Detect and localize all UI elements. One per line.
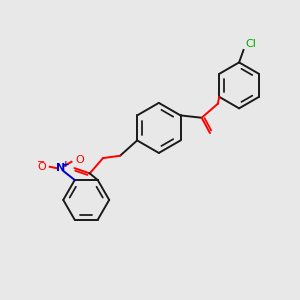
Text: −: − [37,157,45,167]
Text: O: O [38,162,46,172]
Text: N: N [56,163,65,173]
Text: O: O [75,155,84,165]
Text: +: + [62,160,69,169]
Text: Cl: Cl [245,39,256,49]
